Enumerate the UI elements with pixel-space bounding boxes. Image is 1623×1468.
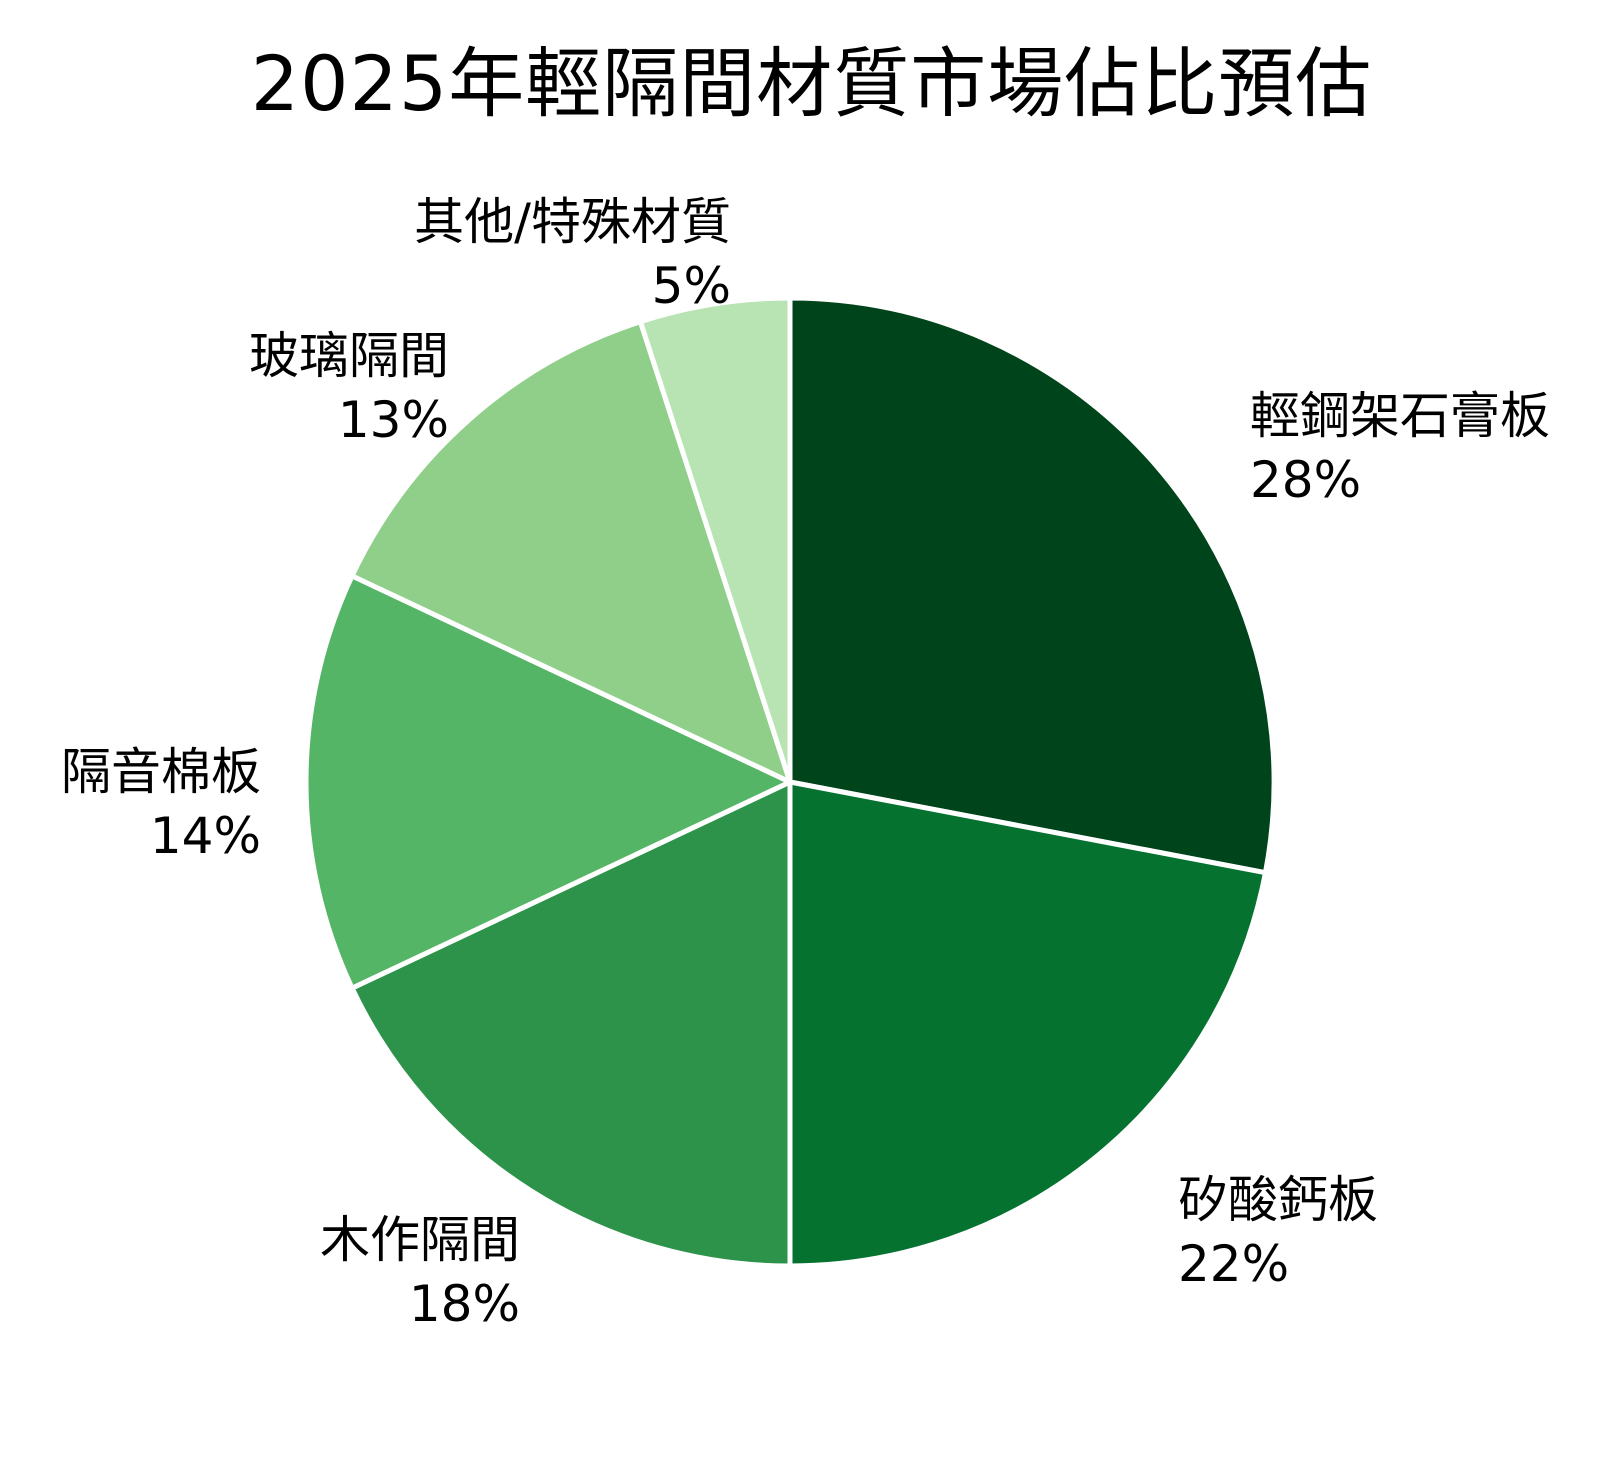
pie-slices bbox=[303, 295, 1277, 1269]
pie-slice bbox=[303, 573, 793, 991]
label-wood-partition: 木作隔間 18% bbox=[320, 1208, 520, 1336]
label-other-special: 其他/特殊材質 5% bbox=[414, 190, 731, 318]
label-acoustic-board: 隔音棉板 14% bbox=[61, 740, 261, 868]
label-name: 其他/特殊材質 bbox=[414, 193, 731, 251]
pie-slice bbox=[787, 295, 1277, 876]
pie-slice bbox=[787, 779, 1268, 1269]
label-name: 木作隔間 bbox=[320, 1211, 520, 1269]
label-glass-partition: 玻璃隔間 13% bbox=[249, 324, 449, 452]
label-percent: 28% bbox=[1250, 451, 1362, 509]
label-name: 輕鋼架石膏板 bbox=[1250, 387, 1550, 445]
label-light-steel-gypsum: 輕鋼架石膏板 28% bbox=[1250, 384, 1550, 512]
label-calcium-silicate: 矽酸鈣板 22% bbox=[1178, 1168, 1378, 1296]
label-percent: 18% bbox=[408, 1275, 520, 1333]
label-name: 玻璃隔間 bbox=[249, 327, 449, 385]
label-name: 隔音棉板 bbox=[61, 743, 261, 801]
pie-slice bbox=[349, 779, 793, 1269]
label-percent: 22% bbox=[1178, 1235, 1290, 1293]
label-percent: 5% bbox=[651, 257, 731, 315]
pie-slice bbox=[637, 295, 793, 785]
label-percent: 13% bbox=[337, 391, 449, 449]
label-name: 矽酸鈣板 bbox=[1178, 1171, 1378, 1229]
chart-title: 2025年輕隔間材質市場佔比預估 bbox=[250, 39, 1373, 128]
label-percent: 14% bbox=[149, 807, 261, 865]
pie-slice bbox=[349, 319, 793, 785]
